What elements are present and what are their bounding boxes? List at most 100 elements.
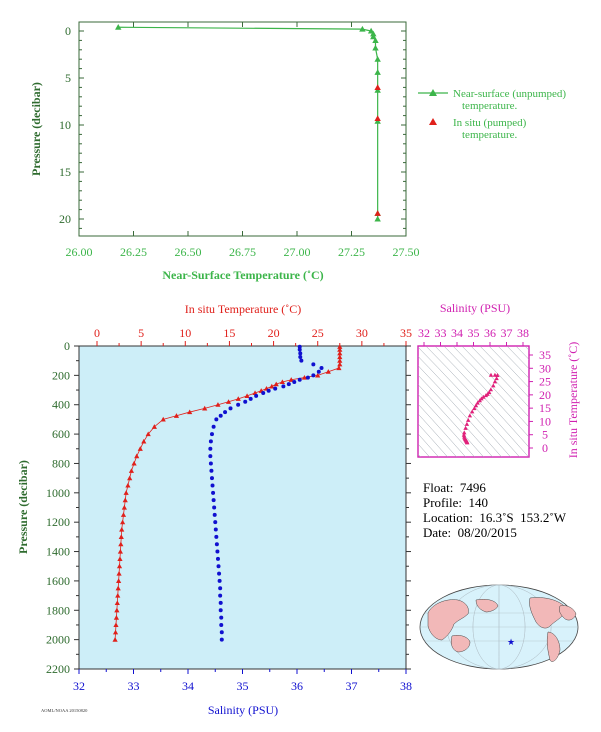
temperature-point bbox=[122, 497, 128, 503]
temperature-point bbox=[120, 519, 126, 525]
float-location: Location: 16.3˚S 153.2˚W bbox=[423, 510, 566, 525]
ts-point bbox=[464, 421, 470, 426]
profile-axis-ticks: 0 5 10 15 20 25 30 35 32 33 34 35 36 37 38 0 200 400 600 80… bbox=[46, 326, 412, 693]
salinity-point bbox=[266, 388, 271, 393]
salinity-point bbox=[211, 498, 216, 503]
float-location-marker: ★ bbox=[507, 637, 515, 647]
salinity-tick-label: 36 bbox=[291, 679, 303, 693]
temperature-point bbox=[134, 453, 140, 459]
salinity-point bbox=[311, 373, 316, 378]
ts-point bbox=[473, 403, 479, 408]
salinity-point bbox=[286, 382, 291, 387]
temperature-point bbox=[116, 570, 122, 576]
temperature-point bbox=[114, 607, 120, 613]
salinity-point bbox=[316, 369, 321, 374]
footer-code: AOML/NOAA 20150820 bbox=[41, 708, 88, 713]
salinity-point bbox=[299, 358, 304, 363]
temperature-point bbox=[116, 563, 123, 569]
temperature-axis-label: In situ Temperature (˚C) bbox=[185, 302, 302, 316]
ts-temperature-tick-label: 10 bbox=[539, 414, 551, 428]
salinity-point bbox=[212, 505, 217, 510]
unpumped-temperature-point bbox=[374, 69, 381, 75]
temperature-point bbox=[113, 615, 120, 620]
temperature-point bbox=[118, 534, 124, 539]
pressure-tick-label: 1600 bbox=[46, 574, 70, 588]
pressure-tick-label: 1000 bbox=[46, 486, 70, 500]
ts-temperature-tick-label: 20 bbox=[539, 388, 551, 402]
salinity-axis-label: Salinity (PSU) bbox=[208, 703, 278, 717]
salinity-point bbox=[223, 410, 228, 415]
salinity-point bbox=[298, 351, 303, 356]
salinity-point bbox=[281, 384, 286, 389]
ts-point bbox=[486, 390, 492, 394]
temperature-tick-label: 10 bbox=[179, 326, 191, 340]
temperature-point bbox=[112, 629, 119, 635]
salinity-point bbox=[219, 622, 224, 627]
salinity-tick-label: 32 bbox=[73, 679, 85, 693]
ts-temperature-tick-label: 15 bbox=[539, 401, 551, 415]
salinity-point bbox=[214, 542, 219, 547]
temperature-point bbox=[160, 416, 166, 422]
salinity-point bbox=[213, 520, 218, 525]
temperature-point bbox=[187, 409, 193, 415]
pressure-tick-label: 0 bbox=[64, 339, 70, 353]
temperature-point bbox=[301, 374, 308, 380]
top-plot-frame bbox=[78, 21, 407, 237]
top-x-tick-label: 27.00 bbox=[284, 245, 311, 259]
ts-contour bbox=[452, 346, 529, 428]
salinity-point bbox=[298, 355, 303, 360]
ts-contour bbox=[434, 346, 529, 448]
ts-contour bbox=[506, 346, 529, 370]
ts-point bbox=[492, 372, 498, 377]
profile-series-group bbox=[112, 344, 343, 642]
temperature-point bbox=[118, 541, 124, 547]
unpumped-temperature-point bbox=[370, 33, 377, 40]
temperature-point bbox=[325, 369, 331, 374]
top-x-tick-label: 27.50 bbox=[393, 245, 420, 259]
temperature-point bbox=[269, 383, 275, 389]
unpumped-temperature-point bbox=[359, 25, 366, 32]
pressure-tick-label: 1200 bbox=[46, 515, 70, 529]
temperature-point bbox=[117, 548, 123, 554]
temperature-point bbox=[125, 482, 131, 488]
unpumped-temperature-point bbox=[372, 44, 379, 51]
pressure-tick-label: 1400 bbox=[46, 545, 70, 559]
temperature-point bbox=[115, 585, 121, 591]
ts-contour bbox=[488, 346, 529, 389]
pumped-temperature-point bbox=[374, 115, 381, 121]
ts-point bbox=[491, 383, 496, 388]
pressure-tick-label: 600 bbox=[52, 427, 70, 441]
salinity-point bbox=[273, 386, 278, 391]
temperature-point bbox=[121, 504, 127, 510]
temperature-tick-label: 5 bbox=[138, 326, 144, 340]
salinity-point bbox=[215, 556, 220, 561]
float-id: Float: 7496 bbox=[423, 480, 486, 495]
salinity-point bbox=[218, 608, 223, 613]
salinity-point bbox=[216, 564, 221, 569]
legend-label-pumped-1: In situ (pumped) bbox=[453, 117, 527, 129]
ts-temperature-tick-label: 0 bbox=[542, 441, 548, 455]
salinity-point bbox=[297, 344, 302, 349]
temperature-point bbox=[127, 475, 133, 481]
ts-salinity-tick-label: 34 bbox=[451, 326, 463, 340]
pumped-temperature-point bbox=[374, 210, 381, 216]
salinity-point bbox=[319, 366, 324, 371]
top-x-tick-label: 26.50 bbox=[175, 245, 202, 259]
ts-salinity-tick-label: 37 bbox=[501, 326, 513, 340]
ts-temperature-tick-label: 25 bbox=[539, 375, 551, 389]
float-info: Float: 7496 Profile: 140 Location: 16.3˚… bbox=[423, 480, 566, 540]
profile-date: Date: 08/20/2015 bbox=[423, 525, 517, 540]
temperature-point bbox=[273, 381, 279, 387]
temperature-point bbox=[119, 526, 125, 532]
temperature-point bbox=[115, 592, 121, 598]
salinity-point bbox=[297, 377, 302, 382]
temperature-tick-label: 20 bbox=[268, 326, 280, 340]
top-x-tick-label: 26.00 bbox=[66, 245, 93, 259]
ts-point bbox=[466, 417, 471, 422]
profile-number: Profile: 140 bbox=[423, 495, 488, 510]
pressure-tick-label: 2200 bbox=[46, 662, 70, 676]
top-y-tick-label: 10 bbox=[59, 118, 71, 132]
salinity-tick-label: 38 bbox=[400, 679, 412, 693]
